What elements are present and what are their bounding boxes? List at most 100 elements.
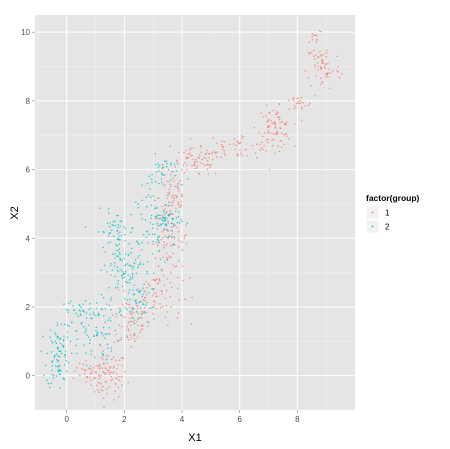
data-point xyxy=(132,312,135,314)
data-point xyxy=(102,362,105,364)
data-point xyxy=(174,266,176,268)
data-point xyxy=(98,375,100,378)
data-point xyxy=(131,276,134,278)
data-point xyxy=(167,205,169,207)
data-point xyxy=(149,221,152,224)
data-point xyxy=(188,152,191,155)
data-point xyxy=(133,262,136,265)
data-point xyxy=(259,148,261,151)
data-point xyxy=(89,307,92,309)
data-point xyxy=(281,132,283,134)
data-point xyxy=(51,361,53,364)
data-point xyxy=(76,352,78,355)
data-point xyxy=(191,154,193,156)
data-point xyxy=(140,325,142,327)
data-point xyxy=(143,312,146,314)
data-point xyxy=(274,152,276,155)
data-point xyxy=(236,141,239,143)
data-point xyxy=(58,356,61,358)
data-point xyxy=(277,116,280,119)
data-point xyxy=(90,317,92,319)
data-point xyxy=(279,121,281,124)
data-point xyxy=(84,226,87,229)
data-point xyxy=(195,158,197,161)
data-point xyxy=(142,233,145,236)
data-point xyxy=(115,373,118,376)
data-point xyxy=(154,152,157,155)
data-point xyxy=(132,289,134,291)
data-point xyxy=(156,222,158,225)
data-point xyxy=(170,271,172,274)
data-point xyxy=(178,240,180,242)
data-point xyxy=(159,258,162,261)
data-point xyxy=(114,329,116,332)
data-point xyxy=(83,372,86,375)
data-point xyxy=(75,344,77,347)
data-point xyxy=(300,101,302,103)
data-point xyxy=(242,135,244,138)
data-point xyxy=(189,137,192,140)
data-point xyxy=(172,252,174,255)
data-point xyxy=(211,158,214,161)
data-point xyxy=(121,384,123,386)
data-point xyxy=(244,148,247,151)
data-point xyxy=(156,228,159,230)
data-point xyxy=(120,375,123,378)
data-point xyxy=(106,370,109,372)
data-point xyxy=(104,264,106,267)
data-point xyxy=(286,135,288,137)
data-point xyxy=(57,369,59,371)
data-point xyxy=(125,302,128,305)
data-point xyxy=(104,337,106,339)
data-point xyxy=(137,308,139,310)
data-point xyxy=(152,272,155,274)
data-point xyxy=(178,211,180,213)
data-point xyxy=(150,307,153,309)
data-point xyxy=(92,311,95,313)
data-point xyxy=(124,263,127,265)
data-point xyxy=(118,324,121,326)
data-point xyxy=(172,222,175,225)
data-point xyxy=(130,312,132,315)
data-point xyxy=(176,221,178,224)
data-point xyxy=(133,333,135,335)
data-point xyxy=(111,314,114,316)
data-point xyxy=(106,271,108,273)
data-point xyxy=(65,350,67,352)
data-point xyxy=(113,262,116,264)
data-point xyxy=(69,340,72,343)
data-point xyxy=(144,291,146,293)
data-point xyxy=(162,275,165,277)
data-point xyxy=(85,330,87,332)
data-point xyxy=(182,279,184,282)
data-point xyxy=(123,316,126,318)
data-point xyxy=(134,259,137,261)
data-point xyxy=(298,96,300,99)
data-point xyxy=(234,148,237,151)
data-point xyxy=(166,217,168,220)
data-point xyxy=(72,305,74,307)
data-point xyxy=(135,201,137,203)
data-point xyxy=(50,382,52,384)
data-point xyxy=(89,379,92,381)
data-point xyxy=(56,337,58,339)
data-point xyxy=(304,104,306,107)
data-point xyxy=(158,278,161,280)
data-point xyxy=(164,297,167,299)
data-point xyxy=(50,340,53,342)
data-point xyxy=(152,195,155,197)
data-point xyxy=(204,164,206,166)
data-point xyxy=(62,377,65,380)
data-point xyxy=(177,215,180,218)
data-point xyxy=(146,286,149,289)
data-point xyxy=(172,194,174,197)
data-point xyxy=(88,342,91,344)
data-point xyxy=(113,399,115,401)
data-point xyxy=(320,77,322,80)
data-point xyxy=(119,258,122,260)
data-point xyxy=(116,266,119,269)
data-point xyxy=(254,152,257,154)
data-point xyxy=(164,316,167,318)
data-point xyxy=(177,182,179,185)
data-point xyxy=(109,264,112,267)
